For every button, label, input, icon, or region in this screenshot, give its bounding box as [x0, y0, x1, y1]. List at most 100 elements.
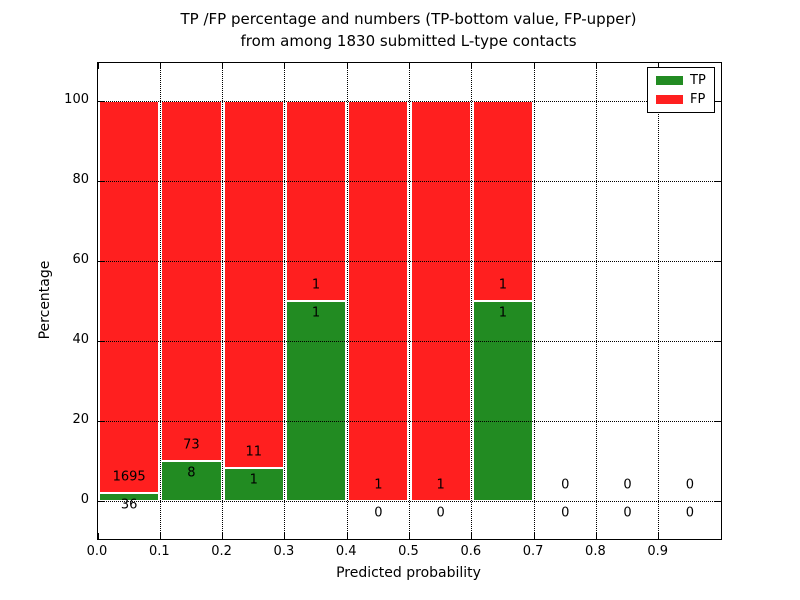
y-tick-left-20	[98, 420, 104, 422]
legend: TP FP	[647, 67, 715, 113]
x-tick-bottom-0.9	[658, 533, 660, 539]
x-tick-label-0.7: 0.7	[522, 544, 544, 559]
x-tick-label-0.0: 0.0	[86, 544, 108, 559]
y-tick-label-60: 60	[72, 252, 89, 267]
chart-title-line1: TP /FP percentage and numbers (TP-bottom…	[180, 10, 637, 28]
bar-tp-0.1	[161, 461, 222, 501]
y-tick-label-100: 100	[64, 92, 89, 107]
y-tick-right-20	[715, 420, 721, 422]
bar-fp-0.0	[99, 101, 160, 493]
x-tick-top-0.7	[533, 63, 535, 69]
x-tick-top-0.9	[658, 63, 660, 69]
x-tick-top-0.1	[159, 63, 161, 69]
y-tick-left-60	[98, 260, 104, 262]
bar-fp-0.3	[285, 101, 347, 301]
x-tick-bottom-0.2	[222, 533, 224, 539]
bar-fp-0.5	[410, 101, 471, 501]
tp-count-label-0.2: 1	[249, 472, 258, 488]
chart-title: TP /FP percentage and numbers (TP-bottom…	[97, 8, 720, 52]
x-tick-top-0.5	[409, 63, 410, 69]
x-tick-bottom-0.0	[97, 533, 99, 539]
x-tick-bottom-0.5	[409, 533, 410, 539]
tp-count-label-0.7: 0	[561, 505, 570, 521]
fp-color-swatch	[656, 95, 683, 104]
tp-count-label-0.6: 1	[498, 305, 508, 321]
bar-tp-0.3	[285, 301, 347, 501]
y-tick-right-0	[715, 500, 721, 502]
tp-count-label-0.1: 8	[187, 465, 196, 481]
gridline-x-0.6	[471, 63, 473, 539]
x-tick-top-0.3	[284, 63, 286, 69]
x-tick-top-0.4	[346, 63, 348, 69]
x-tick-top-0.6	[471, 63, 473, 69]
bar-fp-0.6	[472, 101, 534, 301]
fp-count-label-0.9: 0	[685, 477, 694, 493]
x-tick-bottom-0.1	[159, 533, 161, 539]
y-tick-left-100	[98, 100, 104, 102]
gridline-x-0.7	[533, 63, 535, 539]
x-tick-label-0.6: 0.6	[460, 544, 482, 559]
tp-count-label-0.4: 0	[374, 505, 383, 521]
bar-fp-0.2	[223, 101, 284, 468]
fp-count-label-0.8: 0	[623, 477, 632, 493]
x-tick-bottom-0.3	[284, 533, 286, 539]
bar-fp-0.1	[161, 101, 222, 462]
y-tick-label-80: 80	[72, 172, 89, 187]
bar-tp-0.6	[472, 301, 534, 501]
fp-count-label-0.0: 1695	[112, 469, 146, 485]
gridline-x-0.5	[409, 63, 410, 539]
tp-count-label-0.0: 36	[120, 497, 138, 513]
gridline-x-0.3	[284, 63, 286, 539]
fp-count-label-0.6: 1	[498, 277, 508, 293]
tp-count-label-0.3: 1	[311, 305, 321, 321]
fp-count-label-0.5: 1	[436, 477, 445, 493]
x-tick-bottom-0.8	[595, 533, 597, 539]
gridline-x-0.9	[658, 63, 660, 539]
x-tick-label-0.5: 0.5	[398, 544, 419, 559]
x-tick-top-0.0	[97, 63, 99, 69]
x-tick-label-0.3: 0.3	[273, 544, 295, 559]
x-tick-bottom-0.6	[471, 533, 473, 539]
x-axis-label: Predicted probability	[336, 565, 481, 581]
bar-tp-0.0	[99, 492, 160, 501]
plot-area: 1695 36 73 8 11 1 1 1 1 0 1 0 1 1 0 0 0 0 0 0	[97, 62, 722, 540]
chart-title-line2: from among 1830 submitted L-type contact…	[240, 32, 577, 50]
gridline-x-0.1	[159, 63, 161, 539]
bar-fp-0.4	[348, 101, 409, 501]
y-tick-right-40	[715, 340, 721, 342]
x-tick-label-0.1: 0.1	[148, 544, 170, 559]
y-tick-label-20: 20	[72, 412, 89, 427]
x-tick-label-0.8: 0.8	[585, 544, 606, 559]
gridline-x-0.2	[222, 63, 224, 539]
legend-entry-tp: TP	[656, 73, 706, 88]
y-tick-right-60	[715, 260, 721, 262]
legend-entry-fp: FP	[656, 92, 706, 107]
y-tick-left-40	[98, 340, 104, 342]
tp-color-swatch	[656, 76, 683, 85]
fp-count-label-0.1: 73	[183, 437, 200, 453]
fp-count-label-0.7: 0	[561, 477, 570, 493]
gridline-x-0.4	[346, 63, 348, 539]
y-tick-right-100	[715, 100, 721, 102]
y-tick-left-80	[98, 180, 104, 182]
x-tick-label-0.4: 0.4	[335, 544, 357, 559]
fp-count-label-0.2: 11	[245, 444, 263, 460]
x-tick-label-0.9: 0.9	[647, 544, 669, 559]
y-axis-label: Percentage	[37, 260, 53, 340]
bar-tp-0.2	[223, 467, 284, 501]
x-tick-top-0.2	[222, 63, 224, 69]
tp-count-label-0.8: 0	[623, 505, 632, 521]
tp-count-label-0.9: 0	[685, 505, 694, 521]
tp-count-label-0.5: 0	[436, 505, 445, 521]
x-tick-top-0.8	[595, 63, 597, 69]
x-tick-label-0.2: 0.2	[211, 544, 232, 559]
x-tick-bottom-0.4	[346, 533, 348, 539]
fp-count-label-0.3: 1	[311, 277, 321, 293]
y-tick-right-80	[715, 180, 721, 182]
y-tick-label-40: 40	[72, 332, 89, 347]
x-tick-bottom-0.7	[533, 533, 535, 539]
legend-label-tp: TP	[690, 73, 706, 88]
y-tick-left-0	[98, 500, 104, 502]
fp-count-label-0.4: 1	[374, 477, 383, 493]
